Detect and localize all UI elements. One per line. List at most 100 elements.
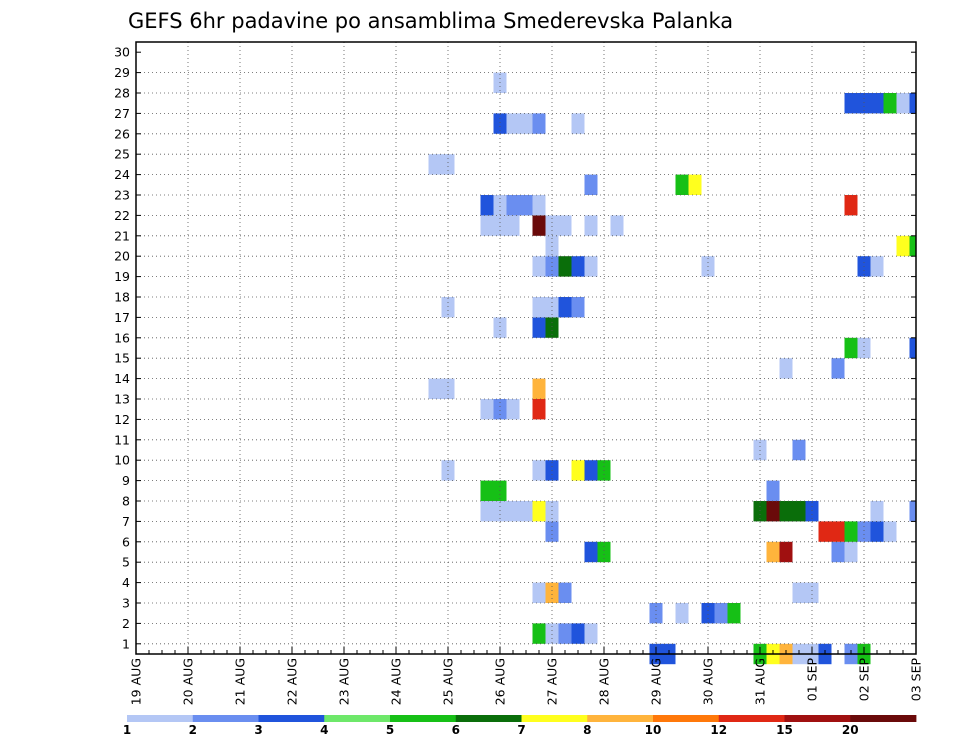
legend-swatch [587, 715, 654, 722]
cell [428, 154, 442, 175]
cell [493, 317, 507, 338]
cell [857, 337, 871, 359]
cell [805, 501, 819, 522]
cell [506, 215, 520, 236]
cell [792, 439, 806, 461]
cell [584, 460, 598, 481]
cell [532, 297, 546, 318]
y-tick-label: 2 [122, 616, 130, 631]
cell [571, 297, 585, 318]
cell [896, 235, 910, 257]
cell [545, 521, 559, 542]
legend-swatch [850, 715, 917, 722]
cell [675, 174, 689, 195]
cell [779, 541, 793, 563]
cell [571, 113, 585, 134]
legend-swatch [127, 715, 194, 722]
y-tick-label: 21 [114, 228, 130, 243]
legend-swatch [258, 715, 325, 722]
x-tick-label: 24 AUG [389, 658, 404, 705]
y-tick-label: 12 [114, 412, 130, 427]
cell [805, 582, 819, 603]
x-tick-label: 02 SEP [857, 658, 872, 702]
color-legend: 1 2 3 4 5 6 7 8 10 12 15 20 [123, 715, 917, 737]
cell [532, 501, 546, 522]
y-tick-label: 23 [114, 188, 130, 203]
x-tick-label: 22 AUG [285, 658, 300, 705]
cell [584, 256, 598, 277]
cell [532, 582, 546, 603]
cell [727, 603, 741, 624]
cell [506, 113, 520, 134]
cell [909, 235, 916, 257]
cell [441, 297, 455, 318]
cell [584, 623, 598, 644]
y-tick-label: 26 [114, 126, 130, 141]
cell [792, 582, 806, 603]
cell [896, 93, 910, 114]
x-tick-label: 19 AUG [129, 658, 144, 705]
x-tick-label: 29 AUG [649, 658, 664, 705]
cell [480, 195, 494, 216]
cell [870, 501, 884, 522]
cell [519, 195, 533, 216]
cell [493, 113, 507, 134]
legend-label: 7 [517, 723, 525, 737]
y-tick-label: 5 [122, 555, 130, 570]
cell [480, 480, 494, 501]
cell [519, 113, 533, 134]
y-tick-label: 17 [114, 310, 130, 325]
cell [506, 399, 520, 420]
cell [844, 195, 858, 216]
legend-label: 10 [645, 723, 662, 737]
y-tick-label: 16 [114, 330, 130, 345]
legend-swatch [192, 715, 259, 722]
cell [844, 337, 858, 359]
legend-label: 6 [452, 723, 460, 737]
cell [870, 521, 884, 542]
y-tick-label: 9 [122, 473, 130, 488]
cell [597, 541, 611, 563]
cell [766, 480, 780, 501]
cell [480, 215, 494, 236]
legend-swatch [324, 715, 391, 722]
cell [753, 501, 767, 522]
cell [844, 541, 858, 563]
y-tick-label: 28 [114, 86, 130, 101]
legend-label: 20 [842, 723, 859, 737]
cell [532, 399, 546, 420]
cell [688, 174, 702, 195]
cell [532, 623, 546, 644]
y-tick-label: 6 [122, 534, 130, 549]
cell [909, 501, 916, 522]
y-tick-label: 1 [122, 636, 130, 651]
x-tick-label: 21 AUG [233, 658, 248, 705]
cell [558, 215, 572, 236]
cell [675, 603, 689, 624]
y-tick-label: 15 [114, 351, 130, 366]
legend-label: 1 [123, 723, 131, 737]
cell [714, 603, 728, 624]
cell [779, 501, 793, 522]
cell [493, 215, 507, 236]
cell [584, 541, 598, 563]
cell [506, 195, 520, 216]
cell [532, 215, 546, 236]
legend-label: 5 [386, 723, 394, 737]
cell [571, 256, 585, 277]
legend-swatch [521, 715, 588, 722]
legend-label: 12 [710, 723, 727, 737]
y-axis: 1234567891011121314151617181920212223242… [114, 45, 916, 651]
x-tick-label: 01 SEP [805, 658, 820, 702]
y-tick-label: 25 [114, 147, 130, 162]
cell [532, 256, 546, 277]
y-tick-label: 3 [122, 596, 130, 611]
legend-swatch [390, 715, 457, 722]
x-axis: 19 AUG 20 AUG 21 AUG 22 AUG 23 AUG 24 AUG 25 A… [129, 647, 924, 705]
y-tick-label: 18 [114, 290, 130, 305]
cell [545, 623, 559, 644]
y-tick-label: 14 [114, 371, 130, 386]
cell [545, 582, 559, 603]
cell [844, 93, 858, 114]
cell [831, 521, 845, 542]
